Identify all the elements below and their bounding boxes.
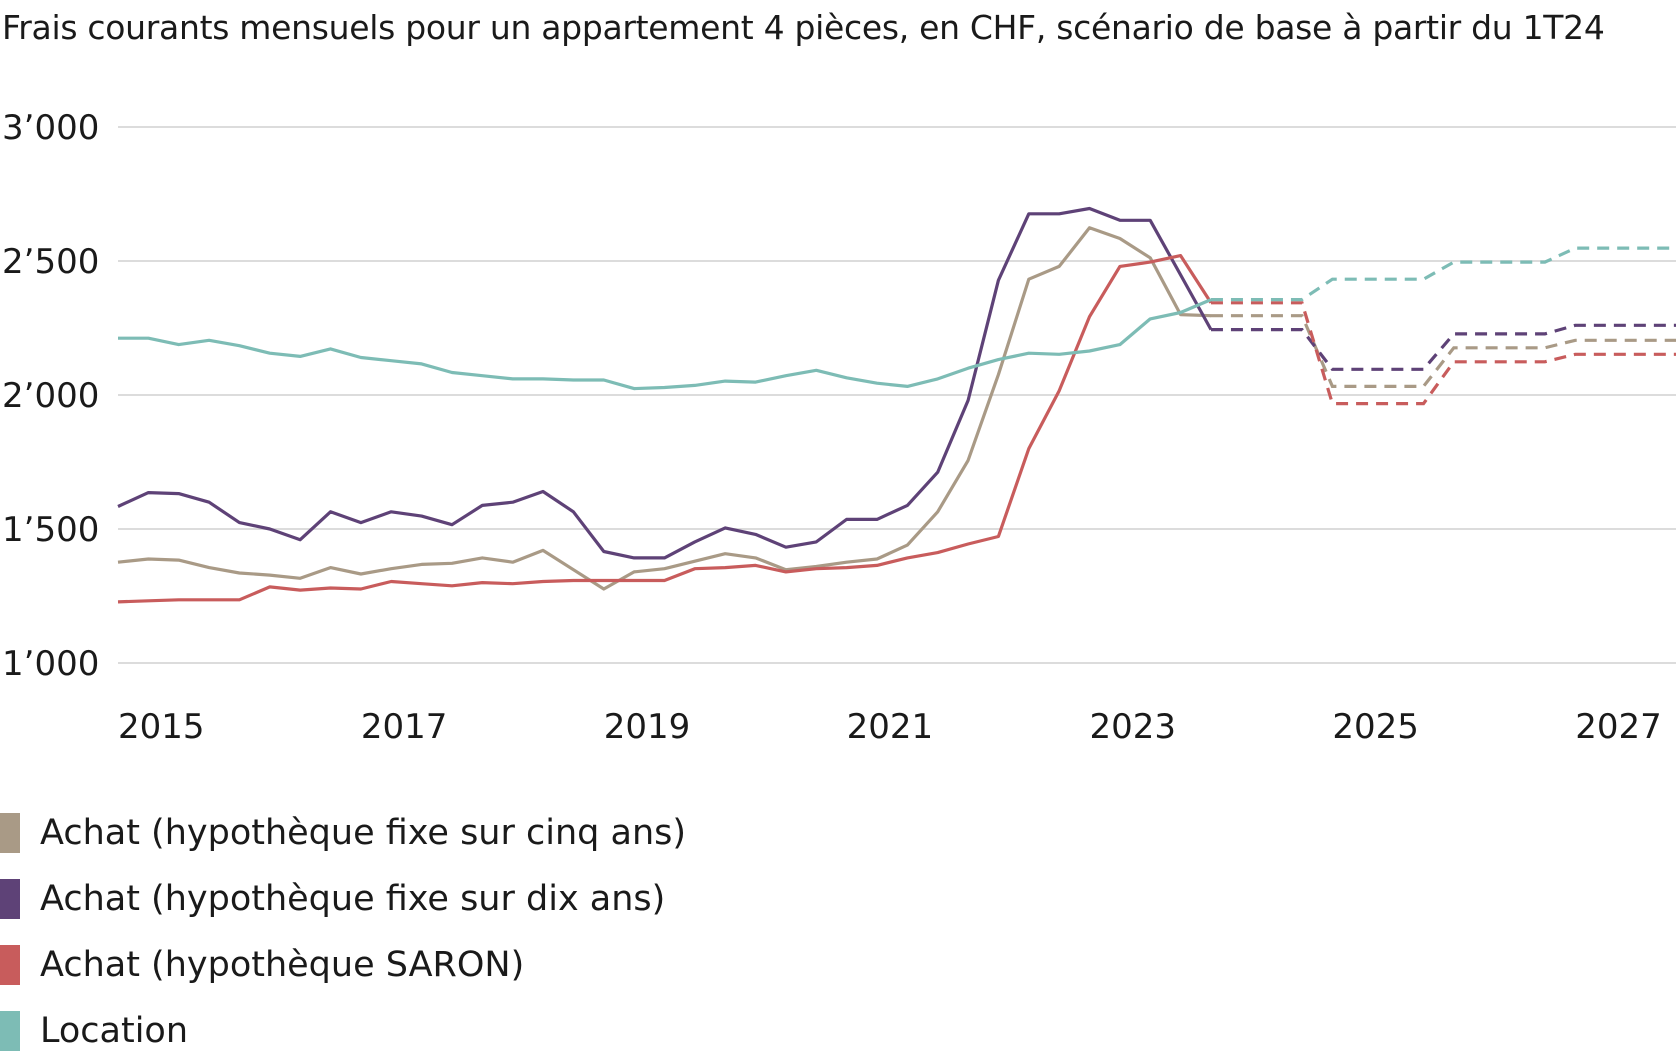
legend-label: Achat (hypothèque fixe sur cinq ans) [40, 813, 687, 853]
series-forecast-line [1210, 314, 1676, 388]
legend-item: Location [0, 998, 686, 1064]
legend-swatch [0, 945, 20, 985]
x-tick-label: 2015 [118, 707, 205, 747]
y-tick-label: 1’500 [2, 510, 99, 550]
legend-item: Achat (hypothèque fixe sur dix ans) [0, 866, 686, 932]
x-tick-label: 2025 [1332, 707, 1419, 747]
x-tick-label: 2021 [847, 707, 934, 747]
series-line [118, 298, 1212, 391]
series-line [117, 226, 1212, 591]
legend-label: Achat (hypothèque fixe sur dix ans) [40, 879, 666, 919]
x-tick-label: 2023 [1090, 707, 1177, 747]
series-line [117, 254, 1213, 604]
x-tick-label: 2027 [1575, 707, 1662, 747]
line-chart: 1’000 1’500 2’000 2’500 3’000 2015 2017 2019 202… [2, 108, 1676, 747]
legend-swatch [0, 879, 20, 919]
legend-item: Achat (hypothèque fixe sur cinq ans) [0, 800, 686, 866]
chart-title: Frais courants mensuels pour un appartem… [2, 8, 1605, 47]
legend: Achat (hypothèque fixe sur cinq ans) Acha… [0, 800, 686, 1064]
legend-label: Location [40, 1011, 189, 1051]
y-tick-label: 1’000 [2, 644, 99, 684]
y-tick-label: 2’500 [2, 242, 99, 282]
y-tick-label: 2’000 [2, 376, 99, 416]
y-tick-label: 3’000 [2, 108, 99, 148]
series-forecast-line [1210, 246, 1676, 302]
legend-label: Achat (hypothèque SARON) [40, 945, 525, 985]
series-line [117, 206, 1213, 560]
legend-swatch [0, 813, 20, 853]
legend-swatch [0, 1011, 20, 1051]
x-tick-label: 2019 [604, 707, 691, 747]
series-forecast-line [1210, 301, 1676, 406]
x-tick-label: 2017 [361, 707, 448, 747]
legend-item: Achat (hypothèque SARON) [0, 932, 686, 998]
